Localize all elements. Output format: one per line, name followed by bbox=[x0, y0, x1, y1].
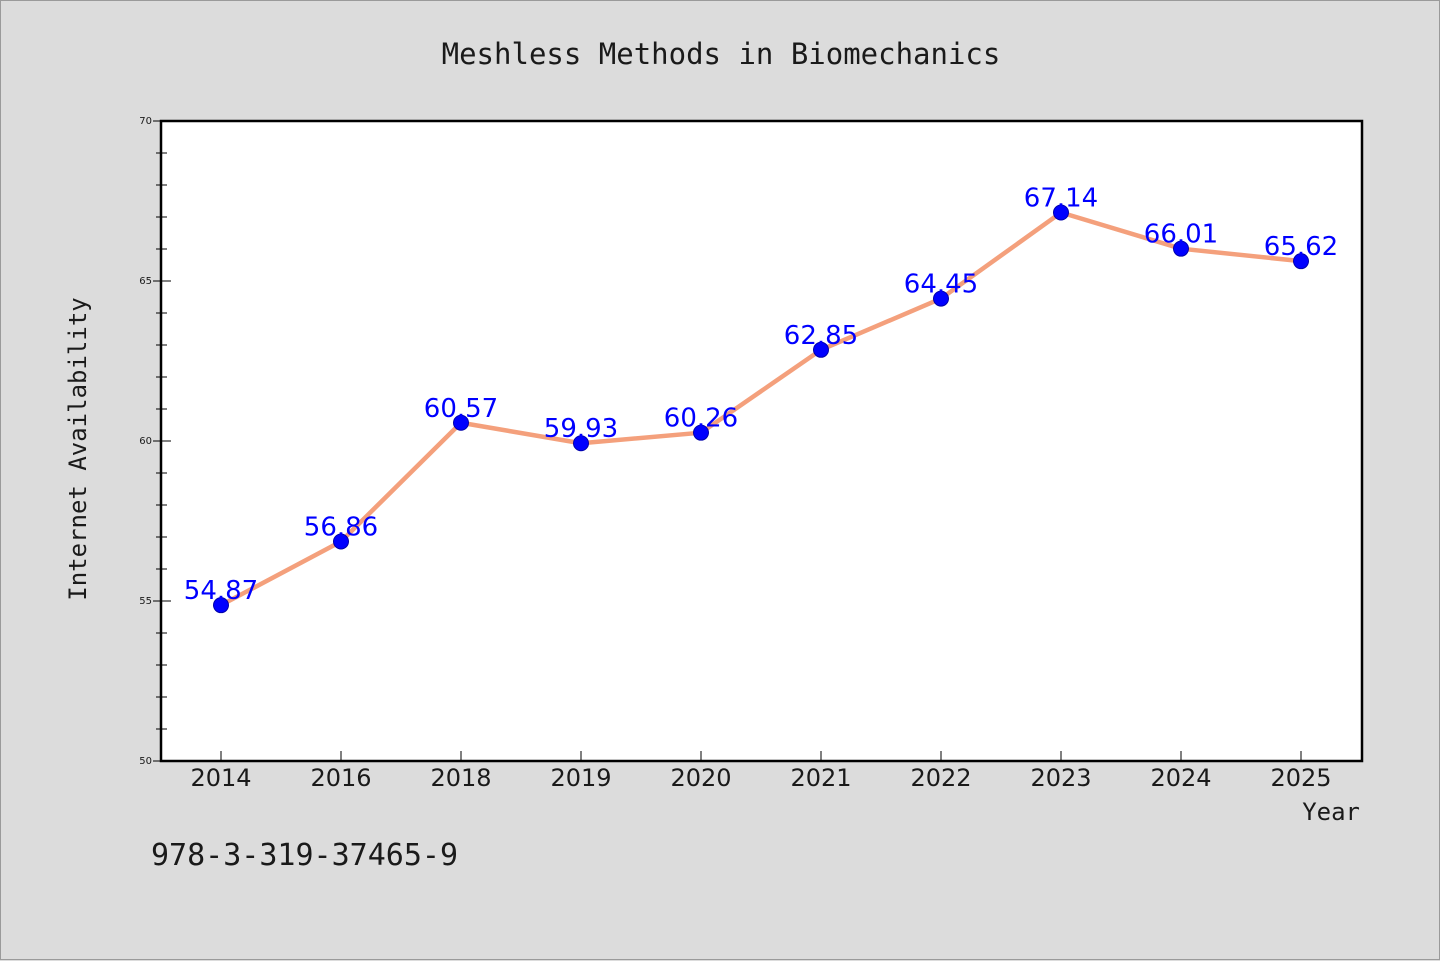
x-axis-title: Year bbox=[1302, 798, 1360, 826]
data-point bbox=[1053, 204, 1069, 221]
y-tick-label: 65 bbox=[139, 276, 152, 287]
data-label: 66.01 bbox=[1144, 220, 1218, 250]
data-point bbox=[1173, 240, 1189, 257]
data-point bbox=[1293, 253, 1309, 270]
x-tick-label: 2020 bbox=[670, 764, 731, 792]
data-point bbox=[933, 290, 949, 307]
chart-title: Meshless Methods in Biomechanics bbox=[442, 37, 1001, 71]
x-tick-label: 2021 bbox=[790, 764, 851, 792]
x-tick-label: 2023 bbox=[1030, 764, 1091, 792]
data-label: 65.62 bbox=[1264, 232, 1338, 262]
data-label: 60.57 bbox=[424, 394, 498, 424]
data-label: 67.14 bbox=[1024, 184, 1098, 214]
x-tick-label: 2018 bbox=[430, 764, 491, 792]
x-tick-label: 2024 bbox=[1150, 764, 1211, 792]
plot-frame bbox=[159, 119, 1364, 763]
data-point bbox=[813, 341, 829, 358]
data-point bbox=[573, 435, 589, 452]
data-label: 54.87 bbox=[184, 576, 258, 606]
data-point bbox=[213, 597, 229, 614]
y-axis-title: Internet Availability bbox=[64, 297, 92, 600]
x-tick-label: 2025 bbox=[1270, 764, 1331, 792]
series-layer: 54.87 56.86 60.57 59.93 60.26 62.85 64.45 67.14… bbox=[184, 184, 1338, 614]
y-tick-label: 60 bbox=[139, 436, 152, 447]
x-tick-label: 2014 bbox=[190, 764, 251, 792]
series-line bbox=[218, 210, 1304, 608]
data-label: 56.86 bbox=[304, 512, 378, 542]
x-axis: 2014 2016 2018 2019 2020 2021 2022 2023 2024 2025 bbox=[190, 751, 1332, 792]
y-tick-label: 55 bbox=[139, 596, 152, 607]
x-tick-label: 2022 bbox=[910, 764, 971, 792]
data-label: 59.93 bbox=[544, 414, 618, 444]
y-tick-label: 50 bbox=[139, 756, 152, 767]
data-point bbox=[693, 424, 709, 441]
y-tick-label: 70 bbox=[139, 116, 152, 127]
x-tick-label: 2016 bbox=[310, 764, 371, 792]
data-label: 64.45 bbox=[904, 270, 978, 300]
data-label: 62.85 bbox=[784, 321, 858, 351]
data-point bbox=[453, 414, 469, 431]
plot-area bbox=[161, 121, 1362, 761]
data-label: 60.26 bbox=[664, 404, 738, 434]
data-point bbox=[333, 533, 349, 550]
x-tick-label: 2019 bbox=[550, 764, 611, 792]
isbn-label: 978-3-319-37465-9 bbox=[151, 838, 458, 873]
